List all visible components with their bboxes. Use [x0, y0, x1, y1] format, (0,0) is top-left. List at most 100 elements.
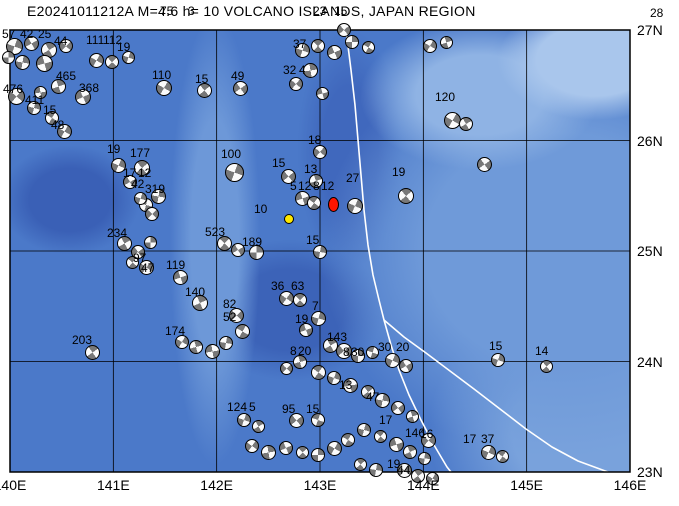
depth-label: 124: [227, 400, 248, 414]
depth-label: 42: [131, 177, 145, 191]
focal-mechanism-beachball: [45, 111, 59, 125]
focal-mechanism-beachball: [50, 78, 66, 94]
depth-label: 15: [334, 4, 348, 18]
depth-label: 111: [86, 33, 105, 47]
depth-label: 44: [397, 463, 411, 477]
focal-mechanism-beachball: [116, 235, 132, 251]
focal-mechanism-beachball: [121, 50, 135, 64]
focal-mechanism-beachball: [33, 85, 47, 99]
focal-mechanism-beachball: [342, 377, 358, 393]
depth-label: 411: [25, 93, 45, 107]
focal-mechanism-beachball: [315, 86, 329, 100]
depth-label: 119: [166, 258, 186, 272]
focal-mechanism-beachball: [110, 157, 126, 173]
focal-mechanism-beachball: [405, 409, 419, 423]
focal-mechanism-beachball: [417, 451, 431, 465]
depth-label: 15: [489, 339, 503, 353]
depth-label: 177: [130, 146, 151, 160]
depth-label: 30: [378, 340, 392, 354]
depth-label: 37: [293, 37, 307, 51]
focal-mechanism-beachball: [396, 462, 412, 478]
focal-mechanism-beachball: [224, 162, 244, 182]
focal-mechanism-beachball: [388, 436, 404, 452]
focal-mechanism-beachball: [245, 439, 259, 453]
depth-label: 42: [20, 27, 34, 41]
plate-boundary-line: [345, 29, 452, 473]
focal-mechanism-beachball: [172, 269, 188, 285]
depth-label: 12: [138, 166, 152, 180]
depth-label: 15: [306, 233, 320, 247]
focal-mechanism-beachball: [345, 35, 359, 49]
focal-mechanism-beachball: [138, 259, 154, 275]
depth-label: 8: [290, 344, 297, 358]
focal-mechanism-beachball: [280, 168, 296, 184]
depth-label: 13: [304, 162, 318, 176]
depth-label: 25: [38, 27, 52, 41]
depth-label: 75: [160, 4, 174, 18]
focal-mechanism-beachball: [27, 101, 41, 115]
focal-mechanism-beachball: [313, 245, 327, 259]
focal-mechanism-beachball: [411, 469, 425, 483]
depth-label: 100: [221, 147, 242, 161]
focal-mechanism-beachball: [134, 160, 150, 176]
focal-mechanism-beachball: [361, 385, 375, 399]
focal-mechanism-beachball: [353, 457, 367, 471]
depth-label: 95: [282, 402, 296, 416]
focal-mechanism-beachball: [231, 243, 245, 257]
depth-label: 19: [387, 457, 401, 471]
depth-label: 15: [195, 72, 209, 86]
depth-label: 32: [283, 63, 297, 77]
focal-mechanism-beachball: [234, 323, 250, 339]
focal-mechanism-beachball: [443, 111, 461, 129]
focal-mechanism-beachball: [84, 344, 100, 360]
longitude-tick-label: 140E: [0, 477, 27, 493]
focal-mechanism-beachball: [219, 336, 233, 350]
focal-mechanism-beachball: [216, 235, 232, 251]
depth-label: 120: [435, 90, 456, 104]
depth-label: 17: [379, 413, 393, 427]
focal-mechanism-beachball: [347, 198, 363, 214]
depth-label: 8: [313, 179, 320, 193]
focal-mechanism-beachball: [295, 445, 309, 459]
focal-mechanism-beachball: [293, 355, 307, 369]
focal-mechanism-beachball: [251, 419, 265, 433]
focal-mechanism-beachball: [237, 413, 251, 427]
depth-label: 368: [79, 81, 100, 95]
focal-mechanism-beachball: [1, 50, 15, 64]
depth-label: 30: [351, 345, 365, 359]
depth-label: 15: [272, 156, 286, 170]
depth-label: 82: [223, 297, 237, 311]
focal-mechanism-beachball: [539, 359, 553, 373]
focal-mechanism-beachball: [425, 471, 439, 485]
depth-label: 23: [313, 4, 327, 18]
depth-label: 14: [535, 344, 549, 358]
focal-mechanism-beachball: [175, 335, 189, 349]
focal-mechanism-beachball: [59, 39, 73, 53]
focal-mechanism-beachball: [309, 174, 323, 188]
depth-label: 5: [249, 400, 256, 414]
focal-mechanism-beachball: [23, 35, 39, 51]
depth-label: 174: [165, 324, 186, 338]
depth-label: 15: [306, 402, 320, 416]
depth-label: 47: [141, 261, 155, 275]
latitude-tick-label: 23N: [637, 464, 663, 480]
focal-mechanism-beachball: [228, 307, 244, 323]
focal-mechanism-beachball: [310, 364, 326, 380]
focal-mechanism-beachball: [480, 444, 496, 460]
longitude-tick-label: 146E: [613, 477, 647, 493]
depth-label: 17: [463, 432, 477, 446]
focal-mechanism-beachball: [384, 352, 400, 368]
focal-mechanism-beachball: [374, 392, 390, 408]
focal-mechanism-beachball: [311, 413, 325, 427]
depth-label: 8: [343, 345, 350, 359]
depth-label: 44: [54, 34, 68, 48]
depth-label: 203: [72, 333, 93, 347]
depth-label: 18: [308, 133, 322, 147]
focal-mechanism-beachball: [88, 52, 104, 68]
focal-mechanism-beachball: [365, 345, 379, 359]
focal-mechanism-beachball: [293, 293, 307, 307]
depth-label: 57: [2, 27, 16, 41]
longitude-tick-label: 142E: [200, 477, 234, 493]
focal-mechanism-beachball: [337, 23, 351, 37]
